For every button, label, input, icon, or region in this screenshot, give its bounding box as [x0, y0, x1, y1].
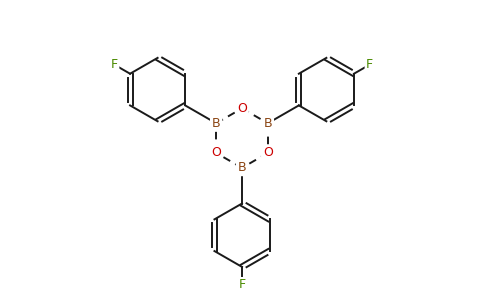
Text: F: F — [111, 58, 118, 71]
Text: O: O — [211, 146, 221, 160]
Text: B: B — [212, 117, 221, 130]
Text: O: O — [237, 102, 247, 115]
Text: O: O — [263, 146, 273, 160]
Text: F: F — [366, 58, 373, 71]
Text: B: B — [263, 117, 272, 130]
Text: F: F — [239, 278, 245, 291]
Text: B: B — [238, 161, 246, 174]
